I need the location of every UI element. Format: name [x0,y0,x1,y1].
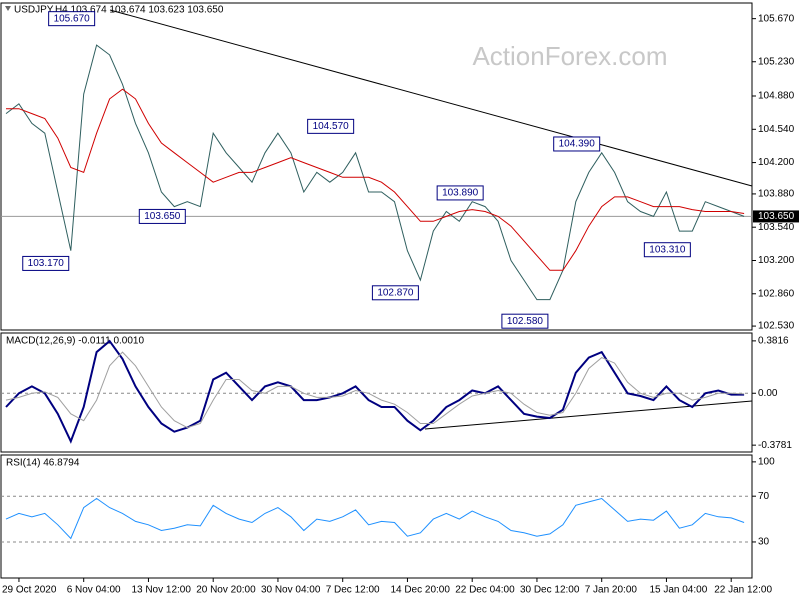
price-label-box [22,255,70,271]
price-label-box [48,11,96,27]
price-label: 103.310 [649,244,686,255]
price-label: 102.580 [507,316,544,327]
series-line [5,497,745,540]
x-tick-label: 15 Jan 04:00 [649,585,707,596]
price-title: USDJPY,H4 103.674 103.674 103.623 103.65… [14,5,224,16]
price-label-box [436,185,484,201]
last-price-box [753,210,799,223]
y-tick-label: 105.230 [758,56,795,67]
watermark: ActionForex.com [472,41,667,71]
y-tick-label: 104.200 [758,157,795,168]
y-tick-label: 102.530 [758,321,795,332]
price-label: 103.650 [144,211,181,222]
price-label-box [643,242,691,258]
y-tick-label: 70 [758,491,770,502]
price-trendline [109,9,753,187]
menu-icon [5,6,11,11]
price-label-box [307,118,355,134]
x-tick-label: 29 Oct 2020 [2,585,57,596]
y-tick-label: 100 [758,457,775,468]
x-tick-label: 13 Nov 12:00 [131,585,191,596]
macd-trendline [424,400,753,430]
price-label-box [138,208,186,224]
series-line [6,88,745,271]
x-tick-label: 20 Nov 20:00 [196,585,256,596]
x-tick-label: 7 Dec 12:00 [326,585,380,596]
x-tick-label: 14 Dec 20:00 [390,585,450,596]
price-pane [0,2,753,331]
y-tick-label: 103.200 [758,255,795,266]
x-tick-label: 7 Jan 20:00 [585,585,638,596]
series-line [5,339,745,444]
price-label: 103.170 [28,258,65,269]
price-label: 105.670 [54,13,91,24]
price-label: 103.890 [442,188,479,199]
y-tick-label: 0.00 [758,388,778,399]
x-tick-label: 30 Dec 12:00 [520,585,580,596]
x-tick-label: 22 Dec 04:00 [455,585,515,596]
y-tick-label: 102.860 [758,288,795,299]
price-label-box [501,313,549,329]
x-tick-label: 6 Nov 04:00 [67,585,121,596]
y-tick-label: 103.540 [758,222,795,233]
y-tick-label: -0.3781 [758,440,792,451]
y-tick-label: 30 [758,537,770,548]
y-tick-label: 105.670 [758,13,795,24]
y-tick-label: 104.540 [758,124,795,135]
price-label: 102.870 [377,287,414,298]
series-line [5,44,745,301]
rsi-title: RSI(14) 46.8794 [6,458,80,469]
rsi-pane [0,454,753,579]
price-label: 104.390 [559,139,596,150]
macd-title: MACD(12,26,9) -0.0111 0.0010 [6,336,144,347]
x-tick-label: 22 Jan 12:00 [714,585,772,596]
price-label-box [553,136,601,152]
series-line [5,351,745,429]
y-tick-label: 103.880 [758,189,795,200]
y-tick-label: 104.880 [758,91,795,102]
price-label-box [371,285,419,301]
y-tick-label: 0.3816 [758,336,789,347]
last-price-label: 103.650 [758,211,795,222]
x-tick-label: 30 Nov 04:00 [261,585,321,596]
price-label: 104.570 [313,121,350,132]
